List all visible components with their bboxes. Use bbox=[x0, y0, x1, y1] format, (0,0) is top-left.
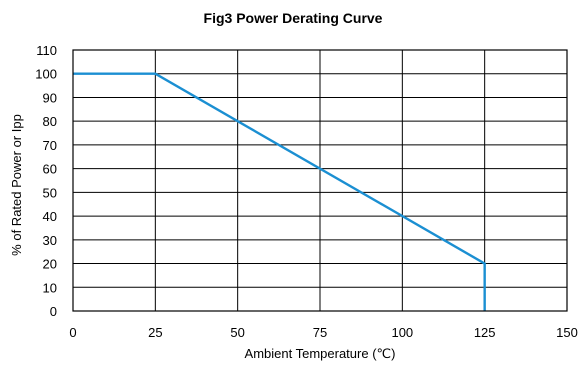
y-tick-label: 100 bbox=[35, 67, 57, 82]
y-tick-label: 10 bbox=[43, 280, 57, 295]
x-tick-layer: 0 25 50 75 100 125 150 bbox=[69, 325, 577, 340]
grid-layer bbox=[73, 50, 567, 311]
chart-title: Fig3 Power Derating Curve bbox=[204, 10, 383, 26]
x-tick-label: 25 bbox=[148, 325, 162, 340]
x-axis-label: Ambient Temperature (℃) bbox=[245, 346, 396, 361]
x-tick-label: 150 bbox=[556, 325, 578, 340]
y-tick-label: 20 bbox=[43, 257, 57, 272]
y-tick-label: 30 bbox=[43, 233, 57, 248]
y-tick-label: 60 bbox=[43, 162, 57, 177]
y-tick-label: 70 bbox=[43, 138, 57, 153]
x-tick-label: 125 bbox=[474, 325, 496, 340]
x-tick-label: 100 bbox=[391, 325, 413, 340]
y-tick-label: 40 bbox=[43, 209, 57, 224]
y-tick-label: 110 bbox=[36, 43, 57, 58]
y-tick-label: 90 bbox=[43, 90, 57, 105]
y-tick-label: 0 bbox=[50, 304, 57, 319]
y-axis-label: % of Rated Power or Ipp bbox=[9, 114, 24, 256]
x-tick-label: 0 bbox=[69, 325, 76, 340]
y-tick-label: 80 bbox=[43, 114, 57, 129]
y-tick-layer: 0 10 20 30 40 50 60 70 80 90 100 110 bbox=[35, 43, 57, 319]
y-tick-label: 50 bbox=[43, 185, 57, 200]
x-tick-label: 75 bbox=[313, 325, 327, 340]
x-tick-label: 50 bbox=[230, 325, 244, 340]
